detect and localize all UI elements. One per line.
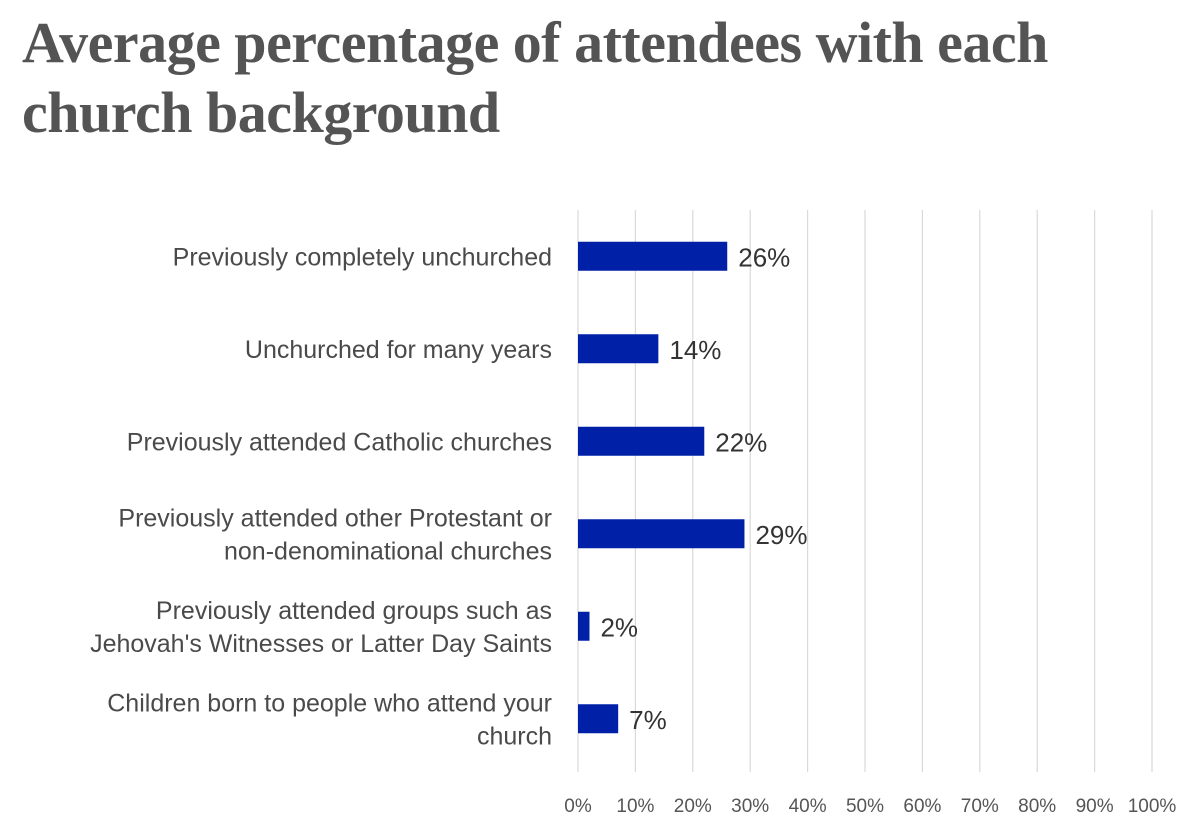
data-labels: 26% 14% 22% 29% 2% 7% — [600, 242, 807, 735]
bar — [578, 519, 745, 549]
category-label: Children born to people who attend your — [107, 689, 552, 717]
x-tick-label: 10% — [616, 796, 654, 817]
data-label: 2% — [600, 612, 638, 642]
category-label: church — [477, 722, 552, 750]
x-tick-label: 90% — [1076, 796, 1114, 817]
x-tick-label: 50% — [846, 796, 884, 817]
gridlines — [577, 210, 1153, 772]
bar — [578, 704, 619, 734]
x-tick-label: 30% — [731, 796, 769, 817]
bar — [578, 334, 659, 364]
category-label: Previously attended Catholic churches — [127, 428, 552, 456]
data-label: 22% — [715, 427, 767, 457]
category-label: Jehovah's Witnesses or Latter Day Saints — [90, 630, 552, 658]
data-label: 7% — [629, 705, 667, 735]
x-tick-label: 100% — [1128, 796, 1177, 817]
bar — [578, 611, 590, 641]
category-label: Previously attended groups such as — [156, 597, 552, 625]
x-axis-tick-labels: 0% 10% 20% 30% 40% 50% 60% 70% 80% 90% 100% — [564, 796, 1176, 817]
category-label: non-denominational churches — [224, 537, 552, 565]
data-label: 26% — [738, 242, 790, 272]
category-label: Previously completely unchurched — [173, 243, 552, 271]
category-labels: Previously completely unchurched Unchurch… — [90, 243, 552, 750]
bars — [578, 241, 745, 734]
x-tick-label: 40% — [789, 796, 827, 817]
data-label: 29% — [755, 520, 807, 550]
bar — [578, 241, 728, 271]
x-tick-label: 20% — [674, 796, 712, 817]
x-tick-label: 60% — [903, 796, 941, 817]
bar — [578, 426, 705, 456]
chart-title: Average percentage of attendees with eac… — [22, 10, 1048, 145]
x-tick-label: 80% — [1018, 796, 1056, 817]
category-label: Unchurched for many years — [245, 336, 552, 364]
data-label: 14% — [669, 335, 721, 365]
x-tick-label: 0% — [564, 796, 592, 817]
category-label: Previously attended other Protestant or — [118, 504, 552, 532]
x-tick-label: 70% — [961, 796, 999, 817]
